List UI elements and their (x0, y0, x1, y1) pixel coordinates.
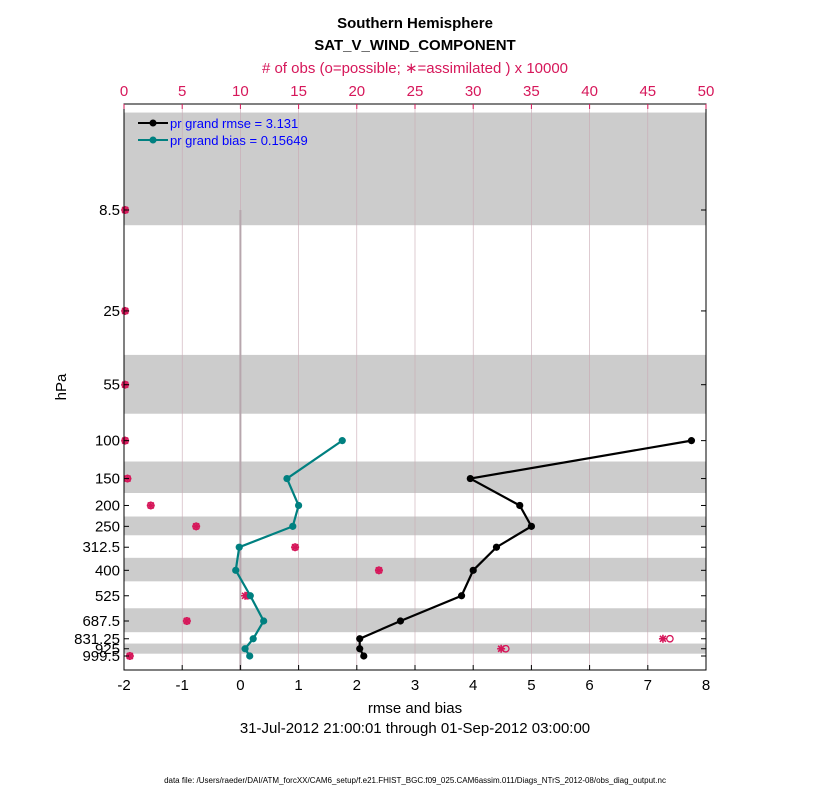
obs-assimilated-13 (125, 652, 134, 660)
y-tick-label-5: 200 (95, 497, 120, 514)
series-0-point-8 (356, 635, 364, 643)
obs-assimilated-7 (291, 543, 300, 552)
series-1-point-3 (289, 522, 297, 530)
obs-markers (121, 206, 674, 660)
legend: pr grand rmse = 3.131 pr grand bias = 0.… (138, 116, 308, 148)
x-tick-label-10: 8 (702, 677, 710, 694)
top-tick-label-0: 0 (120, 83, 128, 100)
series-0-point-1 (466, 474, 474, 483)
obs-assimilated-11 (658, 634, 667, 643)
y-tick-label-11: 831.25 (74, 631, 120, 648)
x-tick-label-9: 7 (644, 677, 652, 694)
y-tick-label-8: 400 (95, 562, 120, 579)
y-tick-label-4: 150 (95, 471, 120, 488)
top-tick-label-6: 30 (465, 83, 482, 100)
x-tick-label-6: 4 (469, 677, 477, 694)
series-0-point-3 (527, 522, 536, 530)
top-tick-label-10: 50 (698, 83, 715, 100)
top-tick-label-1: 5 (178, 83, 186, 100)
grid-lines (181, 104, 649, 670)
obs-asterisk-stroke-6-3 (192, 522, 200, 530)
y-tick-label-12: 925 (95, 641, 120, 658)
y-tick-label-7: 312.5 (82, 539, 120, 556)
series-1-point-10 (246, 652, 254, 660)
series-0-point-2 (516, 501, 524, 510)
top-tick-label-8: 40 (581, 83, 598, 100)
top-tick-label-5: 25 (407, 83, 424, 100)
series-0-point-10 (360, 652, 368, 660)
obs-assimilated-12 (497, 644, 506, 653)
top-tick-label-4: 20 (348, 83, 365, 100)
obs-assimilated-6 (192, 522, 201, 531)
x-tick-label-3: 1 (294, 677, 302, 694)
series-lines (232, 437, 696, 660)
x-tick-label-5: 3 (411, 677, 419, 694)
y-tick-label-2: 55 (103, 377, 120, 394)
obs-asterisk-stroke-9-3 (241, 592, 249, 600)
obs-asterisk-stroke-5-3 (147, 501, 155, 510)
x-tick-label-1: -1 (176, 677, 189, 694)
x-tick-label-0: -2 (117, 677, 130, 694)
chart-title: Southern Hemisphere (337, 15, 493, 32)
top-tick-label-3: 15 (290, 83, 307, 100)
series-1-point-0 (338, 437, 346, 445)
obs-asterisk-stroke-10-3 (183, 617, 191, 625)
series-0-point-9 (356, 645, 364, 653)
series-0-point-5 (469, 566, 477, 574)
y-tick-label-3: 100 (95, 433, 120, 450)
x-tick-label-7: 5 (527, 677, 535, 694)
series-1-point-5 (232, 566, 240, 574)
series-1-point-6 (246, 592, 254, 600)
series-1-point-7 (260, 617, 268, 625)
series-1-point-4 (235, 543, 243, 551)
top-axis-label: # of obs (o=possible; ∗=assimilated ) x … (262, 60, 568, 77)
y-tick-label-9: 525 (95, 588, 120, 605)
series-1-point-2 (295, 501, 303, 510)
y-tick-label-0: 8.5 (99, 202, 120, 219)
y-axis-ticks: 8.5 25 55 100 150 200 250 312.5 400 525 687.5831.2… (74, 202, 706, 665)
obs-possible-11 (666, 634, 674, 643)
series-0-point-6 (457, 592, 466, 600)
x-axis-ticks: -2 -1 0 1 2 3 4 5 6 7 8 (117, 665, 710, 694)
series-1-point-9 (241, 645, 249, 653)
x-axis-label: rmse and bias (368, 700, 462, 717)
series-1-point-1 (283, 474, 291, 483)
y-axis-label: hPa (53, 373, 70, 400)
obs-asterisk-stroke-13-3 (126, 652, 134, 660)
series-0-point-7 (396, 617, 405, 625)
x-tick-label-2: 0 (236, 677, 244, 694)
footnote: data file: /Users/raeder/DAI/ATM_forcXX/… (164, 776, 666, 785)
y-tick-label-6: 250 (95, 518, 120, 535)
obs-asterisk-stroke-7-3 (291, 543, 299, 551)
obs-asterisk-stroke-11-3 (659, 635, 667, 643)
obs-assimilated-5 (146, 501, 155, 510)
obs-asterisk-stroke-12-3 (497, 645, 505, 653)
obs-asterisk-stroke-8-3 (375, 566, 383, 574)
obs-assimilated-8 (374, 566, 383, 575)
legend-rmse-marker (149, 119, 157, 127)
series-0-point-0 (687, 437, 696, 445)
top-axis-ticks: 0 5 10 15 20 25 30 35 40 45 50 (120, 83, 715, 109)
top-tick-label-2: 10 (232, 83, 249, 100)
series-1-point-8 (249, 635, 257, 643)
x-tick-label-8: 6 (585, 677, 593, 694)
top-tick-label-7: 35 (523, 83, 540, 100)
chart-subtitle: SAT_V_WIND_COMPONENT (314, 37, 515, 54)
series-0-point-4 (492, 543, 501, 551)
y-tick-label-1: 25 (103, 303, 120, 320)
legend-rmse-label: pr grand rmse = 3.131 (170, 116, 298, 131)
top-tick-label-9: 45 (639, 83, 656, 100)
y-tick-label-13: 999.5 (82, 648, 120, 665)
legend-bias-label: pr grand bias = 0.15649 (170, 133, 308, 148)
legend-bias-marker (149, 136, 157, 144)
x-tick-label-4: 2 (353, 677, 361, 694)
date-range: 31-Jul-2012 21:00:01 through 01-Sep-2012… (240, 720, 590, 737)
obs-assimilated-10 (182, 616, 191, 625)
y-tick-label-10: 687.5 (82, 613, 120, 630)
